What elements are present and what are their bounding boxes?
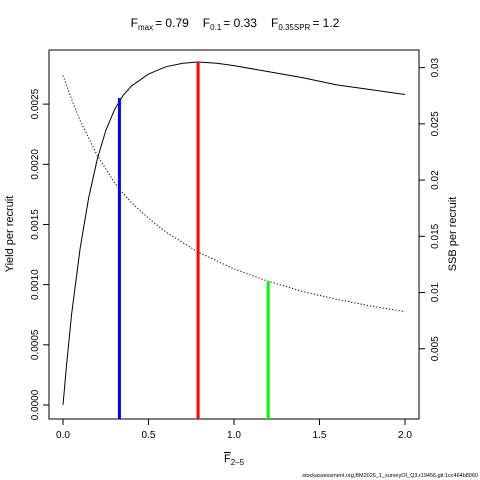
- title-f035-sub: 0.35SPR: [278, 23, 310, 32]
- series-group: [62, 61, 406, 406]
- y-left-tick-label: 0.0020: [30, 149, 41, 180]
- footer-text: stockassessment.org,BM2026_1_surveyOI_Q3…: [302, 473, 478, 479]
- y-right-tick-label: 0.03: [430, 57, 441, 77]
- y-right-tick-label: 0.025: [430, 111, 441, 136]
- y-axis-left-title: Yield per recruit: [4, 196, 16, 273]
- y-left-tick-label: 0.0010: [30, 269, 41, 300]
- y-axis-left: 0.0000 0.0005 0.0010 0.0015 0.0020 0.0025: [30, 88, 50, 420]
- y-axis-right: 0.005 0.01 0.015 0.02 0.025 0.03: [418, 57, 441, 361]
- title-f01-sub: 0.1: [210, 23, 222, 32]
- x-axis-title: F2–5: [224, 453, 245, 467]
- y-right-tick-label: 0.01: [430, 282, 441, 302]
- title-fmax-sub: max: [138, 23, 153, 32]
- title-f035-symbol: F: [271, 16, 278, 30]
- title-f01-symbol: F: [203, 16, 210, 30]
- y-left-tick-label: 0.0015: [30, 209, 41, 240]
- yield-per-recruit-curve: [62, 61, 406, 406]
- y-axis-right-title: SSB per recruit: [447, 197, 459, 272]
- x-tick-label: 2.0: [398, 430, 412, 441]
- title-f035-value: = 1.2: [312, 16, 339, 30]
- title-fmax-value: = 0.79: [155, 16, 189, 30]
- chart-title: Fmax = 0.79 F0.1 = 0.33 F0.35SPR = 1.2: [131, 16, 340, 32]
- y-left-tick-label: 0.0005: [30, 329, 41, 360]
- y-left-tick-label: 0.0025: [30, 88, 41, 119]
- reference-lines: [117, 62, 270, 419]
- x-tick-label: 0.0: [56, 430, 70, 441]
- x-axis-title-symbol: F: [224, 453, 231, 465]
- title-fmax-symbol: F: [131, 16, 138, 30]
- ssb-per-recruit-curve: [62, 75, 406, 313]
- x-axis: 0.0 0.5 1.0 1.5 2.0: [56, 418, 412, 441]
- x-tick-label: 0.5: [142, 430, 156, 441]
- x-tick-label: 1.5: [313, 430, 327, 441]
- y-left-tick-label: 0.0000: [30, 389, 41, 420]
- y-right-tick-label: 0.005: [430, 336, 441, 361]
- x-axis-title-sub: 2–5: [231, 458, 245, 467]
- x-tick-label: 1.0: [227, 430, 241, 441]
- title-f01-value: = 0.33: [223, 16, 257, 30]
- y-right-tick-label: 0.02: [430, 170, 441, 190]
- y-right-tick-label: 0.015: [430, 223, 441, 248]
- plot-frame: [48, 49, 420, 420]
